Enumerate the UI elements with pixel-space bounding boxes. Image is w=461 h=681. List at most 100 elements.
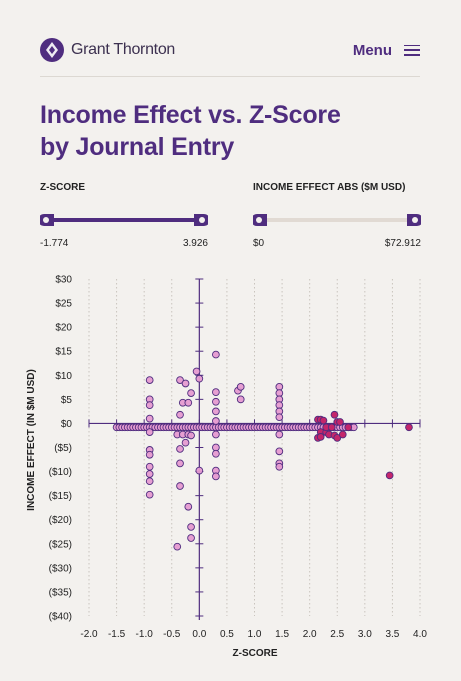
y-tick-label: $15 (55, 347, 72, 358)
y-tick-label: ($20) (49, 515, 72, 526)
y-tick-label: $5 (61, 395, 73, 406)
data-point (333, 434, 342, 442)
site-header: Grant Thornton Menu (40, 36, 420, 64)
y-axis-title: INCOME EFFECT (IN $M USD) (26, 369, 37, 511)
x-tick-label: -1.5 (108, 629, 126, 640)
data-point (405, 423, 413, 432)
page-title: Income Effect vs. Z-Score by Journal Ent… (40, 99, 420, 163)
x-tick-label: -1.0 (136, 629, 154, 640)
data-point (181, 379, 190, 388)
header-divider (40, 76, 420, 77)
data-point (212, 407, 220, 416)
x-tick-label: 4.0 (413, 629, 427, 640)
data-point (176, 445, 184, 453)
x-tick-label: 2.5 (330, 629, 344, 640)
data-point (236, 382, 245, 391)
y-tick-label: $20 (55, 323, 72, 334)
income-min-handle[interactable] (253, 212, 269, 228)
data-point (176, 376, 184, 384)
brand-logo[interactable]: Grant Thornton (40, 38, 175, 62)
income-slider-fill (257, 218, 417, 222)
zscore-min-handle[interactable] (40, 212, 56, 228)
y-tick-label: ($30) (49, 563, 72, 574)
data-point (187, 523, 195, 531)
data-point (275, 413, 284, 422)
data-point (275, 430, 284, 439)
data-point (212, 449, 220, 458)
data-point (176, 459, 184, 468)
zscore-slider-label: Z-SCORE (40, 182, 85, 193)
data-point (145, 477, 154, 486)
zscore-slider: Z-SCORE -1.774 3.926 (40, 182, 208, 249)
zscore-max-handle[interactable] (192, 212, 208, 228)
page-title-line-2: by Journal Entry (40, 133, 235, 161)
income-slider-track[interactable] (253, 212, 421, 228)
income-max-handle[interactable] (405, 212, 421, 228)
x-tick-label: 1.0 (248, 629, 262, 640)
data-point (195, 466, 204, 475)
zscore-slider-fill (44, 218, 204, 222)
menu-button[interactable]: Menu (353, 42, 420, 59)
data-point (145, 450, 154, 459)
x-tick-label: 1.5 (275, 629, 289, 640)
logo-icon (40, 38, 64, 62)
hamburger-icon (404, 44, 420, 56)
menu-label: Menu (352, 41, 392, 59)
data-point (145, 414, 154, 423)
y-tick-label: ($5) (54, 443, 72, 454)
income-max-value: $72.912 (384, 238, 421, 249)
data-point (195, 374, 204, 383)
x-tick-label: -0.5 (163, 629, 181, 640)
data-point (145, 401, 154, 409)
data-point (275, 447, 284, 456)
data-point (173, 542, 182, 551)
page-title-line-1: Income Effect vs. Z-Score (40, 101, 341, 129)
data-point (316, 433, 325, 441)
data-point (275, 401, 284, 409)
data-point (181, 438, 190, 447)
data-point (145, 376, 154, 384)
data-point (319, 416, 328, 425)
x-tick-label: 3.5 (385, 629, 399, 640)
data-point (145, 490, 154, 499)
x-tick-label: 3.0 (358, 629, 372, 640)
y-tick-label: $25 (55, 299, 72, 310)
data-point (336, 418, 344, 426)
data-point (184, 502, 193, 511)
x-tick-label: 2.0 (303, 629, 317, 640)
income-min-value: $0 (253, 238, 265, 249)
y-tick-label: $0 (61, 419, 73, 430)
x-axis-title: Z-SCORE (233, 648, 278, 659)
data-point (184, 398, 193, 407)
data-point (338, 430, 347, 439)
y-tick-label: $30 (55, 275, 72, 286)
y-tick-label: ($15) (49, 491, 72, 502)
y-tick-label: ($25) (49, 539, 72, 550)
data-point (187, 389, 195, 397)
scatter-chart: $30 $25 $20 $15 $10 $5 $0 ($5) ($10) ($15) ($20) ($… (26, 275, 427, 660)
data-point (275, 389, 284, 397)
data-point (212, 430, 220, 439)
x-tick-label: 0.5 (220, 629, 234, 640)
data-point (145, 462, 154, 471)
zscore-max-value: 3.926 (182, 238, 208, 249)
data-point (275, 382, 284, 391)
data-point (192, 367, 201, 376)
zscore-slider-track[interactable] (40, 212, 208, 228)
data-point (385, 471, 394, 480)
data-point (275, 462, 284, 471)
data-point (212, 443, 220, 452)
data-point (176, 482, 184, 490)
y-tick-label: ($35) (49, 587, 72, 598)
x-tick-label: 0.0 (192, 629, 206, 640)
data-point (187, 534, 195, 542)
zscore-min-value: -1.774 (40, 238, 69, 249)
data-point (176, 410, 184, 419)
data-point (327, 423, 336, 432)
data-point (212, 350, 220, 359)
data-point (212, 417, 220, 425)
data-point (145, 470, 154, 478)
income-slider-label: INCOME EFFECT ABS ($M USD) (253, 182, 406, 193)
data-point (212, 472, 220, 481)
income-slider: INCOME EFFECT ABS ($M USD) $0 $72.912 (253, 182, 421, 249)
